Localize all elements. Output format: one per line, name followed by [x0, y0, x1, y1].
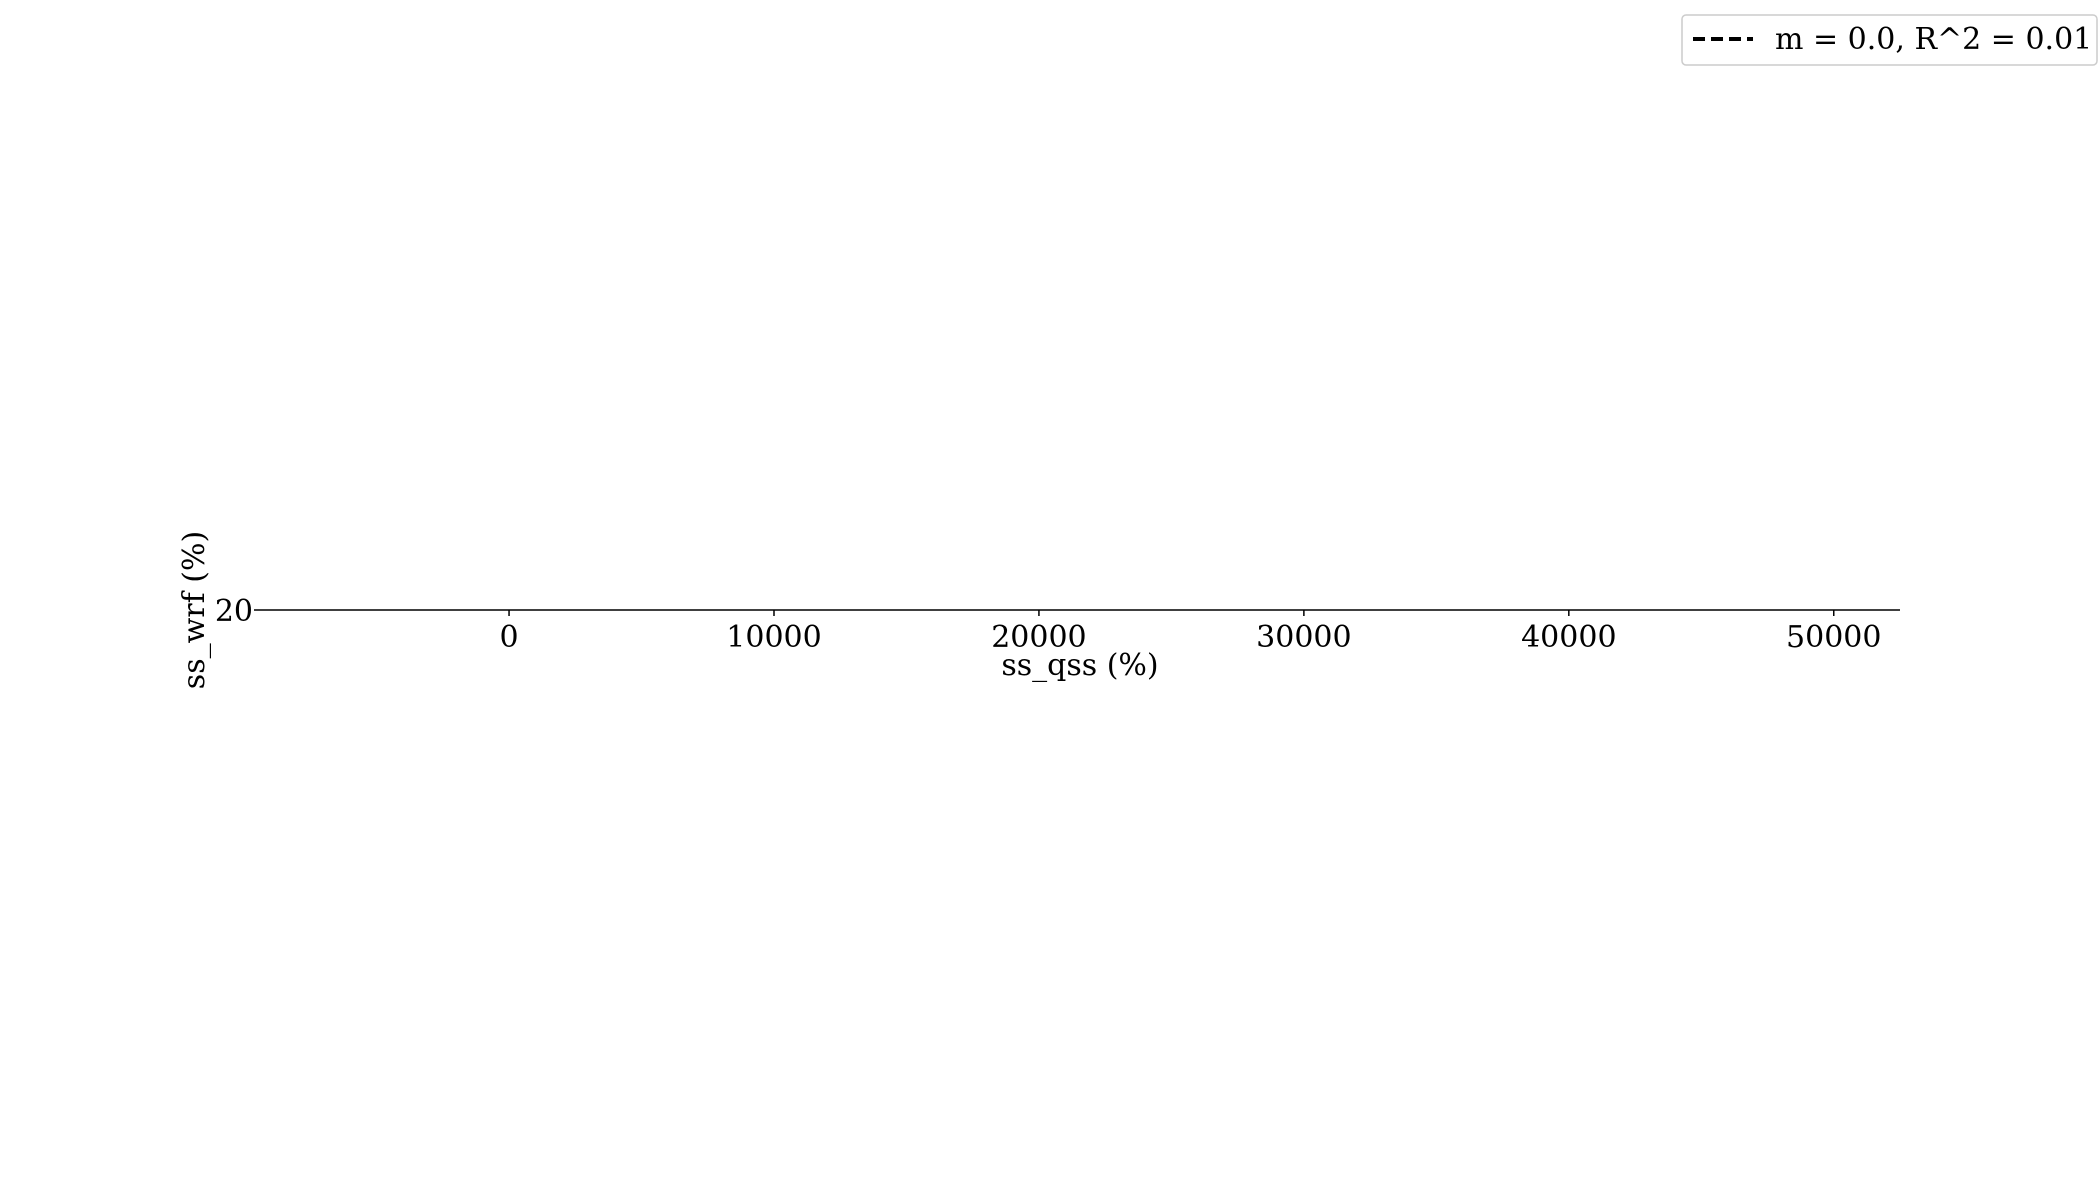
y-ticks: 20	[215, 594, 260, 629]
x-tick-label: 30000	[1256, 620, 1351, 655]
x-tick-label: 20000	[991, 620, 1086, 655]
legend-frame	[1681, 14, 2098, 66]
x-tick-label: 10000	[726, 620, 821, 655]
y-tick-label: 20	[215, 594, 253, 629]
legend: m = 0.0, R^2 = 0.01	[1681, 14, 2098, 66]
legend-entry-label: m = 0.0, R^2 = 0.01	[1775, 22, 2092, 57]
x-tick-label: 0	[499, 620, 518, 655]
x-ticks: 0 10000 20000 30000 40000 50000	[499, 610, 1881, 655]
x-tick-label: 50000	[1786, 620, 1881, 655]
x-tick-label: 40000	[1521, 620, 1616, 655]
x-axis-label: ss_qss (%)	[1001, 648, 1158, 683]
y-axis-label: ss_wrf (%)	[177, 531, 212, 689]
